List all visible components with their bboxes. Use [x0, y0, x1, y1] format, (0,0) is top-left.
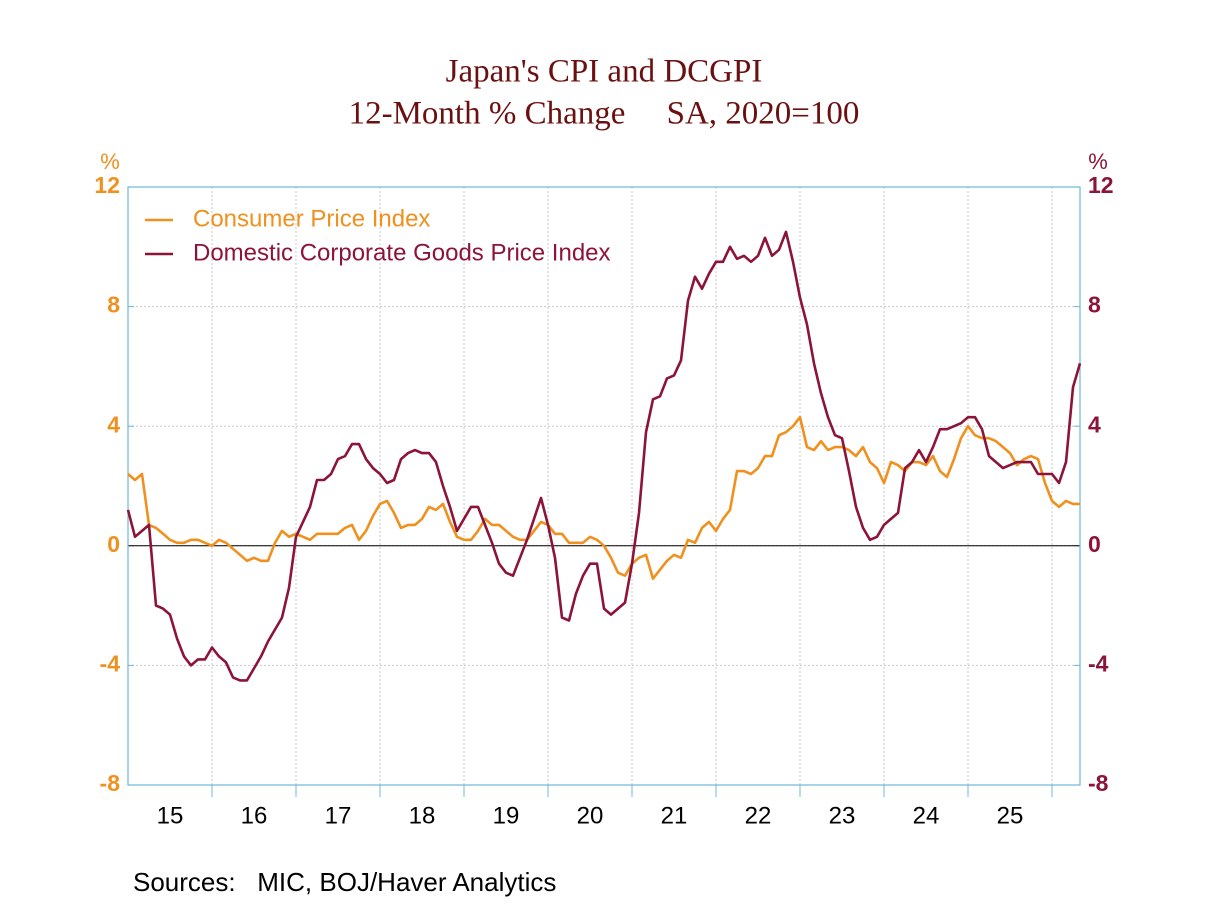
- y-tick-label: -4: [100, 650, 121, 676]
- series-line: [127, 415, 1080, 580]
- y2-tick-label: 12: [1088, 172, 1114, 198]
- y2-tick-label: -8: [1088, 770, 1109, 796]
- y2-axis-unit: %: [1088, 149, 1108, 174]
- y-axis-unit: %: [100, 149, 120, 174]
- y2-tick-label: 8: [1088, 292, 1101, 318]
- y2-tick-label: 4: [1088, 411, 1101, 437]
- y-tick-label: 12: [94, 172, 120, 198]
- x-tick-label: 20: [577, 802, 604, 829]
- x-tick-label: 25: [997, 802, 1024, 829]
- legend-label: Consumer Price Index: [193, 205, 430, 232]
- series-line: [126, 230, 1082, 682]
- y-tick-label: 4: [107, 411, 120, 437]
- x-tick-label: 22: [745, 802, 772, 829]
- y2-tick-label: -4: [1088, 650, 1109, 676]
- chart-title: Japan's CPI and DCGPI: [446, 54, 763, 90]
- y-tick-label: -8: [100, 770, 121, 796]
- x-tick-label: 16: [241, 802, 268, 829]
- x-tick-label: 15: [157, 802, 184, 829]
- plot-frame: [127, 186, 1081, 786]
- y-tick-label: 8: [107, 292, 120, 318]
- x-tick-label: 19: [493, 802, 520, 829]
- y-tick-label: 0: [107, 531, 120, 557]
- source-note: Sources: MIC, BOJ/Haver Analytics: [133, 867, 556, 897]
- x-tick-label: 18: [409, 802, 436, 829]
- y2-tick-label: 0: [1088, 531, 1101, 557]
- x-tick-label: 24: [913, 802, 940, 829]
- chart-subtitle: 12-Month % Change SA, 2020=100: [349, 96, 860, 132]
- x-tick-label: 23: [829, 802, 856, 829]
- legend-label: Domestic Corporate Goods Price Index: [193, 239, 611, 266]
- x-tick-label: 21: [661, 802, 688, 829]
- x-tick-label: 17: [325, 802, 352, 829]
